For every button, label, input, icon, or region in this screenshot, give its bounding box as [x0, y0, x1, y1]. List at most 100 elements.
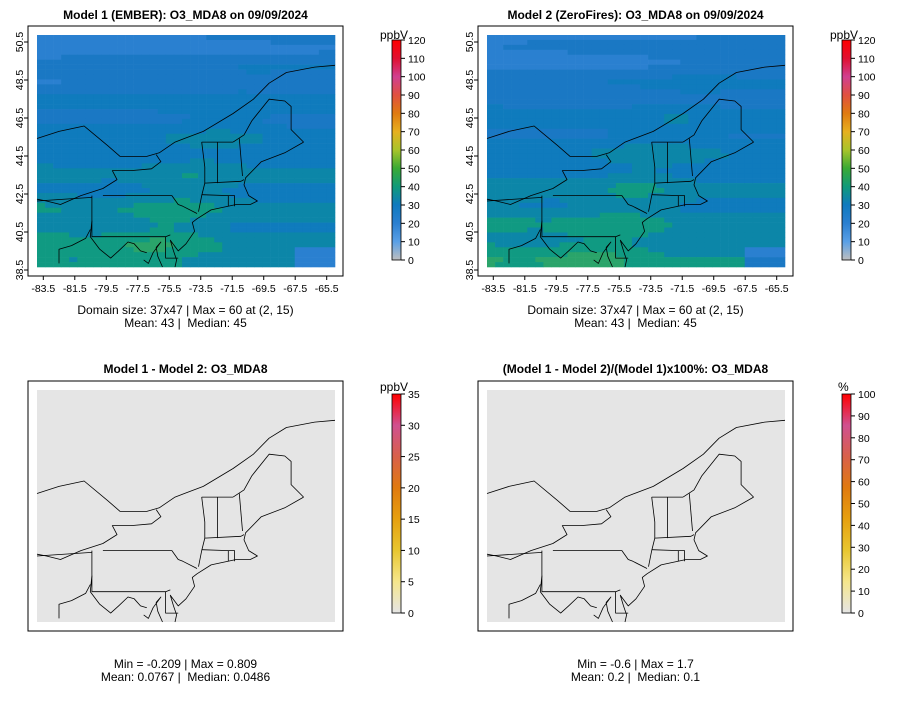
colorbar-tick-label: 40 [858, 520, 870, 532]
plot-frame [477, 380, 794, 632]
colorbar-tick-label: 0 [408, 255, 414, 267]
colorbar-tick-label: 15 [408, 514, 420, 526]
x-tick-label: -81.5 [63, 283, 87, 295]
panel-title: (Model 1 - Model 2)/(Model 1)x100%: O3_M… [502, 362, 769, 376]
y-tick-label: 42.5 [14, 184, 26, 205]
y-tick-label: 44.5 [464, 146, 476, 167]
colorbar-unit: ppbV [380, 380, 409, 394]
colorbar-tick-label: 50 [858, 163, 870, 175]
y-tick-label: 44.5 [14, 146, 26, 167]
caption-line2: Mean: 0.2 | Median: 0.1 [570, 670, 701, 684]
colorbar-tick-label: 120 [408, 35, 426, 47]
y-tick-label: 38.5 [464, 260, 476, 281]
colorbar-tick-label: 25 [408, 452, 420, 464]
colorbar-tick-label: 35 [408, 389, 420, 401]
colorbar-tick-label: 10 [858, 237, 870, 249]
colorbar-tick-label: 40 [858, 182, 870, 194]
colorbar-tick-label: 60 [858, 477, 870, 489]
colorbar-tick-label: 120 [858, 35, 876, 47]
plot-frame [27, 380, 344, 632]
colorbar-tick-label: 40 [408, 182, 420, 194]
colorbar-tick-label: 80 [858, 433, 870, 445]
colorbar-tick-label: 70 [858, 455, 870, 467]
colorbar-unit: ppbV [380, 28, 409, 42]
y-tick-label: 50.5 [464, 32, 476, 53]
colorbar [391, 39, 402, 261]
caption-line1: Domain size: 37x47 | Max = 60 at (2, 15) [527, 303, 744, 317]
colorbar-tick-label: 100 [858, 72, 876, 84]
difference-field [487, 390, 785, 622]
x-tick-label: -73.5 [639, 283, 663, 295]
colorbar-tick-label: 80 [858, 108, 870, 120]
x-tick-label: -69.5 [702, 283, 726, 295]
caption-line2: Mean: 43 | Median: 45 [124, 316, 247, 330]
colorbar-tick-label: 70 [858, 127, 870, 139]
concentration-cells [487, 35, 786, 268]
concentration-map: -83.5 -81.5 -79.5 -77.5 -75.5 -73.5 -71.5 -69.5… [464, 25, 876, 295]
difference-field [37, 390, 335, 622]
colorbar-tick-label: 0 [408, 608, 414, 620]
caption-line1: Domain size: 37x47 | Max = 60 at (2, 15) [77, 303, 294, 317]
y-tick-label: 48.5 [464, 70, 476, 91]
colorbar-tick-label: 50 [858, 499, 870, 511]
x-tick-label: -81.5 [513, 283, 537, 295]
plot-frame [477, 25, 794, 277]
colorbar-tick-label: 10 [408, 545, 420, 557]
y-tick-label: 48.5 [14, 70, 26, 91]
colorbar [841, 39, 852, 261]
y-tick-label: 40.5 [14, 222, 26, 243]
y-tick-label: 40.5 [464, 222, 476, 243]
colorbar-tick-label: 50 [408, 163, 420, 175]
colorbar-tick-label: 0 [858, 608, 864, 620]
y-tick-label: 46.5 [14, 108, 26, 129]
colorbar-tick-label: 20 [858, 218, 870, 230]
panel-model2: Model 2 (ZeroFires): O3_MDA8 on 09/09/20… [450, 0, 900, 340]
x-tick-label: -71.5 [670, 283, 694, 295]
percent-difference-map: 0 10 20 30 40 50 60 70 80 90 100 [477, 380, 876, 632]
state-boundaries [486, 419, 786, 623]
x-tick-label: -83.5 [481, 283, 505, 295]
panel-title: Model 2 (ZeroFires): O3_MDA8 on 09/09/20… [507, 8, 764, 22]
state-boundaries [36, 419, 336, 623]
colorbar-tick-label: 110 [408, 53, 425, 65]
colorbar-tick-label: 20 [858, 564, 870, 576]
x-tick-label: -71.5 [220, 283, 244, 295]
x-tick-label: -79.5 [544, 283, 568, 295]
colorbar-tick-label: 10 [858, 586, 870, 598]
colorbar [841, 393, 852, 614]
caption-line2: Mean: 43 | Median: 45 [574, 316, 697, 330]
colorbar-tick-label: 30 [858, 200, 870, 212]
x-tick-label: -73.5 [189, 283, 213, 295]
colorbar-tick-label: 20 [408, 218, 420, 230]
panel-difference: Model 1 - Model 2: O3_MDA8 0 5 10 15 20 25 30 3… [0, 355, 450, 706]
colorbar-unit: ppbV [830, 28, 859, 42]
caption-line2: Mean: 0.0767 | Median: 0.0486 [100, 670, 271, 684]
concentration-cells [37, 35, 336, 268]
x-tick-label: -75.5 [157, 283, 181, 295]
colorbar-unit: % [838, 380, 849, 394]
y-tick-label: 42.5 [464, 184, 476, 205]
x-tick-label: -79.5 [94, 283, 118, 295]
colorbar [391, 393, 402, 614]
colorbar-tick-label: 20 [408, 483, 420, 495]
colorbar-tick-label: 90 [408, 90, 420, 102]
colorbar-tick-label: 60 [408, 145, 420, 157]
colorbar-tick-label: 10 [408, 237, 420, 249]
colorbar-tick-label: 90 [858, 90, 870, 102]
panel-title: Model 1 - Model 2: O3_MDA8 [103, 362, 268, 376]
colorbar-tick-label: 110 [858, 53, 875, 65]
caption-line1: Min = -0.6 | Max = 1.7 [577, 657, 694, 671]
x-tick-label: -67.5 [733, 283, 757, 295]
panel-model1: Model 1 (EMBER): O3_MDA8 on 09/09/2024 -… [0, 0, 450, 340]
plot-frame [27, 25, 344, 277]
colorbar-tick-label: 30 [858, 542, 870, 554]
x-tick-label: -77.5 [576, 283, 600, 295]
colorbar-tick-label: 60 [858, 145, 870, 157]
colorbar-tick-label: 0 [858, 255, 864, 267]
caption-line1: Min = -0.209 | Max = 0.809 [113, 657, 258, 671]
x-tick-label: -77.5 [126, 283, 150, 295]
panel-title: Model 1 (EMBER): O3_MDA8 on 09/09/2024 [63, 8, 308, 22]
colorbar-tick-label: 100 [858, 389, 876, 401]
concentration-map: -83.5 -81.5 -79.5 -77.5 -75.5 -73.5 -71.5 -69.5… [14, 25, 426, 295]
colorbar-tick-label: 90 [858, 411, 870, 423]
